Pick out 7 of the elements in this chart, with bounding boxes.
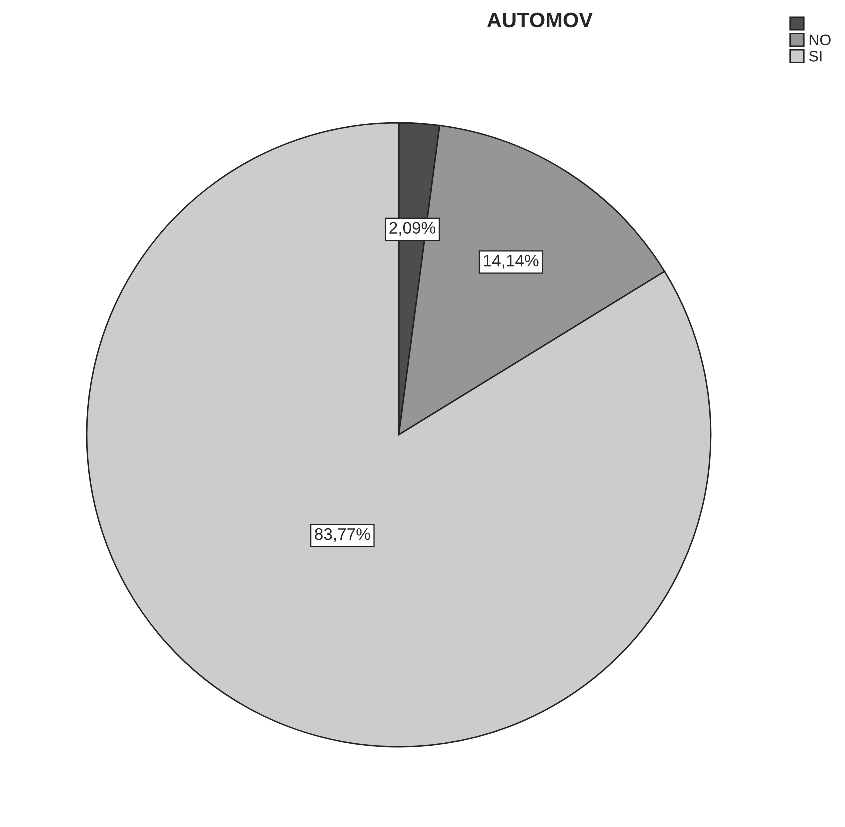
legend-label: SI [809, 51, 822, 62]
chart-title: AUTOMOV [487, 12, 593, 28]
data-label: 83,77% [315, 528, 370, 542]
pie-slice [86, 122, 712, 748]
data-label: 14,14% [484, 255, 539, 269]
data-label: 2,09% [390, 222, 436, 236]
legend-label: NO [810, 34, 831, 46]
